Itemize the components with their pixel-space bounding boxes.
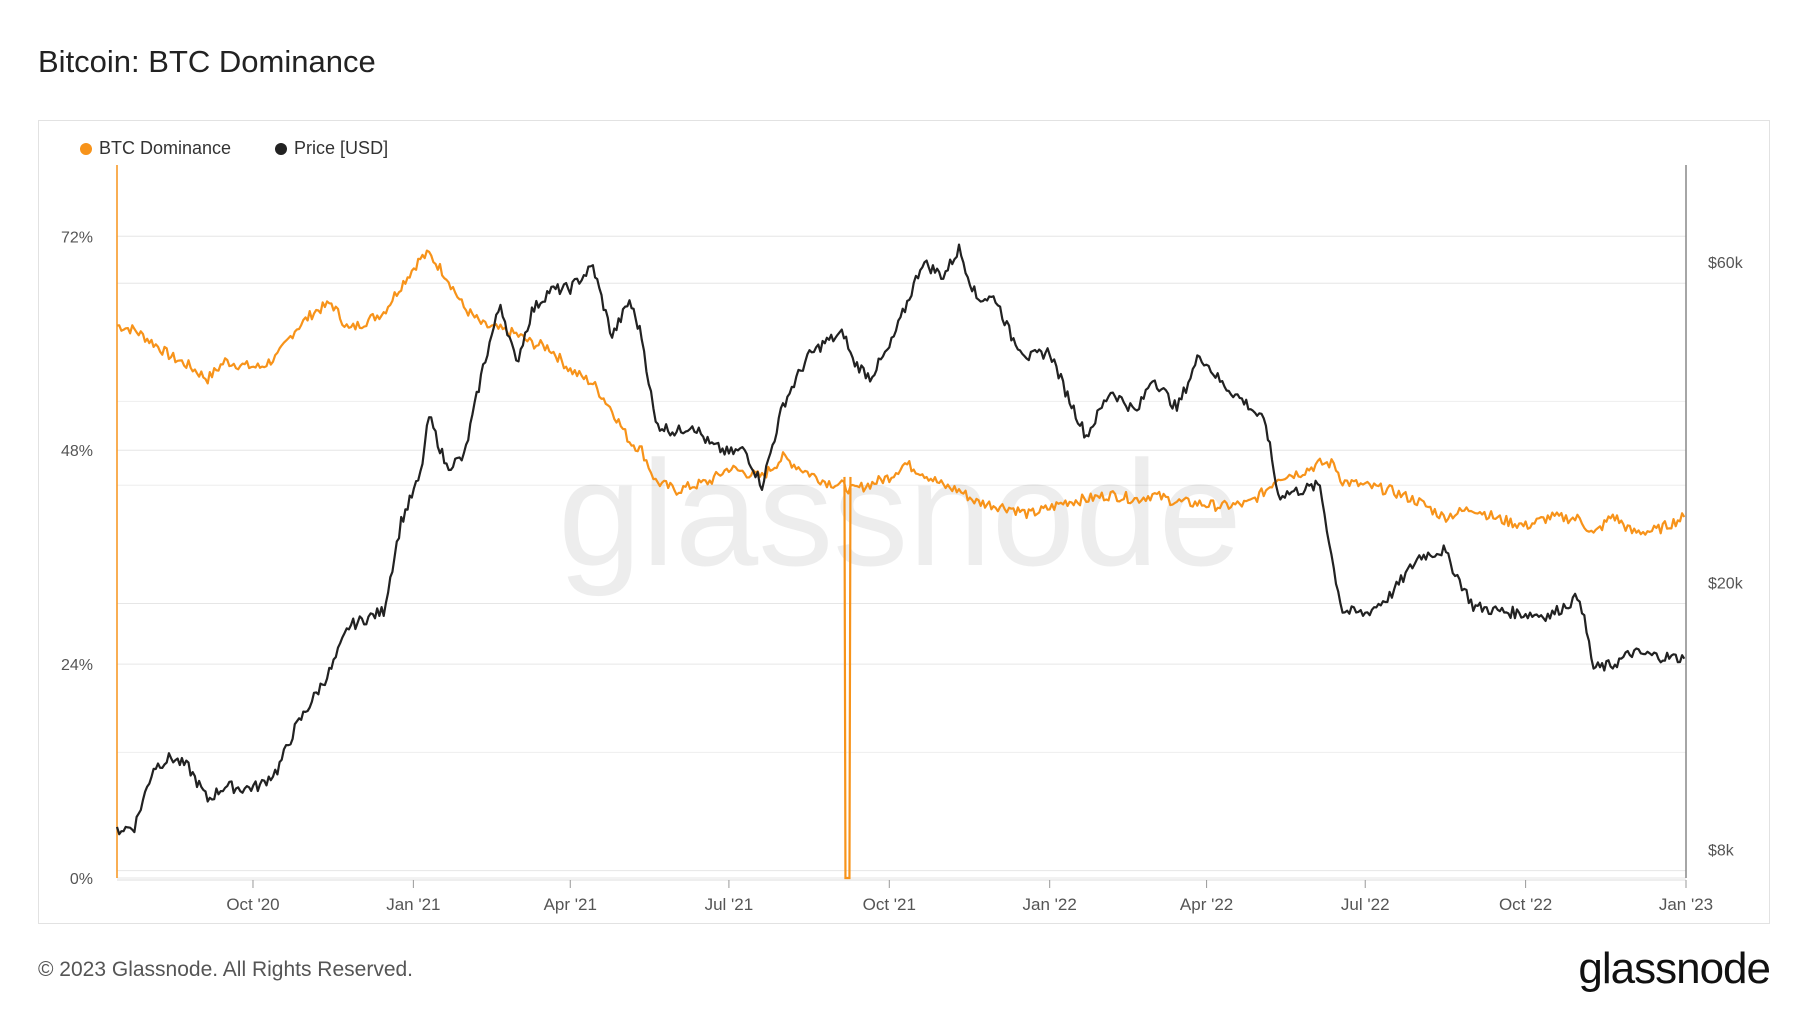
x-tick-label: Jan '22 (1023, 895, 1077, 914)
grid-lines (117, 235, 1686, 879)
series-group (115, 243, 1686, 880)
chart-frame (38, 120, 1770, 924)
y-left-tick-label: 0% (70, 871, 93, 888)
legend-dot-price (275, 142, 288, 155)
legend-item-dominance[interactable]: BTC Dominance (80, 138, 231, 159)
x-tick-label: Oct '22 (1499, 895, 1552, 914)
x-tick-label: Jan '23 (1659, 895, 1713, 914)
watermark-text: glassnode (558, 429, 1242, 597)
y-right-tick-label: $60k (1708, 255, 1744, 272)
chart-title: Bitcoin: BTC Dominance (38, 44, 376, 79)
y-left-tick-label: 24% (61, 657, 93, 674)
series-outlier-spike (843, 476, 852, 880)
y-right-tick-label: $8k (1708, 843, 1735, 860)
y-right-tick-label: $20k (1708, 575, 1744, 592)
x-tick-label: Apr '21 (544, 895, 597, 914)
axes (116, 165, 1687, 888)
tick-labels: 72% 48% 24% 0% $60k $20k $8k Oct '20 Jan '21 Apr … (61, 229, 1744, 914)
x-tick-label: Jul '22 (1341, 895, 1390, 914)
series-line-btc-dominance (116, 249, 1686, 536)
glassnode-logo: glassnode (1578, 944, 1771, 993)
x-tick-label: Apr '22 (1180, 895, 1233, 914)
chart-legend: BTC Dominance Price [USD] (80, 138, 388, 159)
y-left-tick-label: 72% (61, 229, 93, 246)
y-left-tick-label: 48% (61, 443, 93, 460)
x-tick-label: Oct '21 (863, 895, 916, 914)
legend-label-dominance: BTC Dominance (99, 138, 232, 158)
x-tick-label: Jan '21 (386, 895, 440, 914)
x-tick-label: Oct '20 (226, 895, 279, 914)
legend-dot-dominance (80, 142, 92, 155)
legend-label-price: Price [USD] (294, 138, 389, 158)
x-tick-label: Jul '21 (705, 895, 754, 914)
series-line-price (115, 243, 1686, 836)
copyright-footer: © 2023 Glassnode. All Rights Reserved. (38, 958, 414, 981)
legend-item-price[interactable]: Price [USD] (275, 138, 388, 159)
